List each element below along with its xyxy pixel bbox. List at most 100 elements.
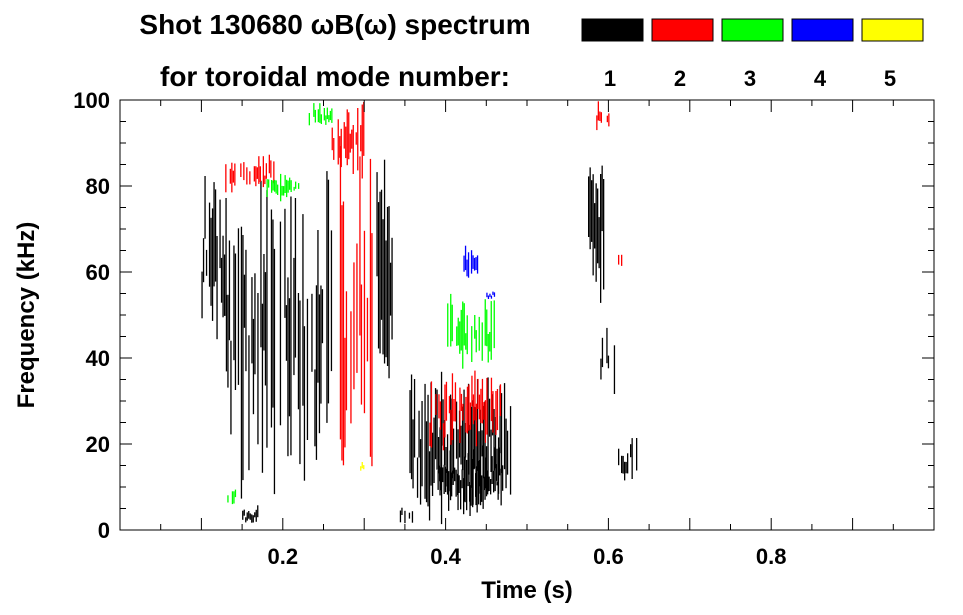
spectrum-streak: [497, 482, 499, 500]
spectrum-streak: [618, 448, 620, 466]
spectrum-streak: [494, 447, 496, 492]
spectrum-streak: [288, 298, 291, 417]
spectrum-streak: [481, 378, 484, 424]
series-2-region-4: [429, 370, 502, 451]
spectrum-streak: [460, 425, 462, 465]
spectrum-streak: [290, 180, 292, 192]
spectrum-streak: [416, 457, 419, 498]
spectrum-streak: [255, 509, 257, 522]
spectrum-streak: [421, 401, 423, 487]
spectrum-streak: [419, 439, 422, 505]
spectrum-streak: [476, 466, 478, 513]
spectrum-streak: [272, 219, 274, 408]
spectrum-streak: [306, 298, 309, 440]
spectrum-streak: [360, 466, 362, 471]
spectrum-streak: [469, 402, 472, 430]
spectrum-streak: [435, 394, 437, 415]
spectrum-streak: [437, 470, 439, 490]
spectrum-streak: [446, 434, 449, 495]
spectrum-streak: [470, 485, 472, 506]
spectrum-streak: [346, 109, 348, 166]
spectrum-streak: [459, 321, 461, 354]
spectrum-streak: [225, 294, 228, 372]
spectrum-streak: [443, 464, 445, 494]
spectrum-streak: [356, 243, 358, 373]
chart-subtitle: for toroidal mode number:: [160, 61, 510, 92]
spectrum-streak: [249, 513, 251, 520]
spectrum-streak: [613, 345, 616, 394]
spectrum-streak: [264, 272, 267, 386]
y-axis-label: Frequency (kHz): [13, 222, 40, 409]
spectrum-streak: [331, 127, 333, 151]
legend-label-1: 1: [604, 66, 616, 91]
spectrum-streak: [339, 136, 341, 158]
spectrum-streak: [474, 370, 476, 421]
spectrum-streak: [311, 293, 313, 372]
spectrum-streak: [254, 273, 256, 375]
series-3-region-3: [447, 293, 495, 369]
spectrum-streak: [445, 447, 447, 473]
spectrum-streak: [463, 303, 465, 346]
spectrum-streak: [204, 176, 206, 239]
spectrum-streak: [211, 208, 214, 321]
spectrum-streak: [454, 382, 457, 422]
spectrum-streak: [473, 449, 475, 470]
series-4-region-2: [486, 291, 496, 299]
spectrum-streak: [410, 374, 413, 480]
spectrum-streak: [337, 119, 339, 165]
spectrum-streak: [352, 125, 354, 174]
spectrum-streak: [273, 161, 275, 184]
spectrum-streak: [234, 253, 237, 390]
spectrum-streak: [475, 407, 477, 506]
spectrum-streak: [216, 236, 218, 340]
spectrum-streak: [251, 277, 253, 364]
spectrum-streak: [496, 389, 499, 431]
y-tick-label: 0: [98, 518, 110, 543]
spectrum-streak: [201, 271, 203, 319]
spectrum-streak: [285, 305, 288, 361]
spectrum-streak: [448, 396, 451, 414]
spectrum-streak: [360, 125, 362, 152]
spectrum-streak: [348, 112, 350, 160]
spectrum-streak: [469, 424, 471, 516]
spectrum-streak: [251, 514, 253, 523]
spectrum-streak: [425, 421, 428, 503]
spectrum-streak: [240, 163, 242, 177]
spectrum-streak: [491, 456, 493, 484]
spectrum-streak: [246, 512, 248, 521]
spectrum-streak: [442, 423, 445, 451]
spectrum-streak: [271, 180, 273, 193]
spectrum-streak: [453, 399, 455, 422]
spectrum-streak: [262, 156, 264, 188]
y-tick-label: 60: [86, 260, 110, 285]
series-2-region-6: [618, 254, 623, 266]
axes: 0.2 0.4 0.6 0.8 0 20 40 60 80 100: [73, 88, 935, 569]
spectrum-streak: [208, 202, 211, 287]
series-3-region-4: [227, 489, 237, 505]
spectrum-streak: [379, 191, 381, 354]
spectrum-streak: [621, 455, 623, 474]
spectrum-streak: [500, 468, 502, 506]
spectrum-streak: [456, 326, 458, 346]
spectrum-streak: [455, 469, 457, 497]
spectrum-streak: [371, 233, 373, 467]
y-tick-label: 80: [86, 174, 110, 199]
spectrum-streak: [588, 176, 590, 237]
spectrum-streak: [597, 188, 599, 264]
spectrum-streak: [317, 230, 319, 383]
series-1-region-10: [618, 438, 638, 481]
spectrum-streak: [388, 206, 390, 379]
spectrum-streak: [500, 393, 503, 473]
spectrum-streak: [461, 469, 463, 489]
series-1-region-1: [201, 176, 227, 340]
spectrum-streak: [490, 479, 492, 495]
spectrum-streak: [222, 235, 224, 318]
spectrum-streak: [272, 180, 274, 191]
spectrum-streak: [509, 406, 512, 495]
series-1-region-7: [437, 445, 504, 515]
spectrum-streak: [290, 196, 292, 456]
spectrum-streak: [248, 511, 250, 519]
spectrum-streak: [499, 384, 502, 417]
spectrum-streak: [257, 505, 259, 518]
spectrum-streak: [494, 417, 497, 469]
